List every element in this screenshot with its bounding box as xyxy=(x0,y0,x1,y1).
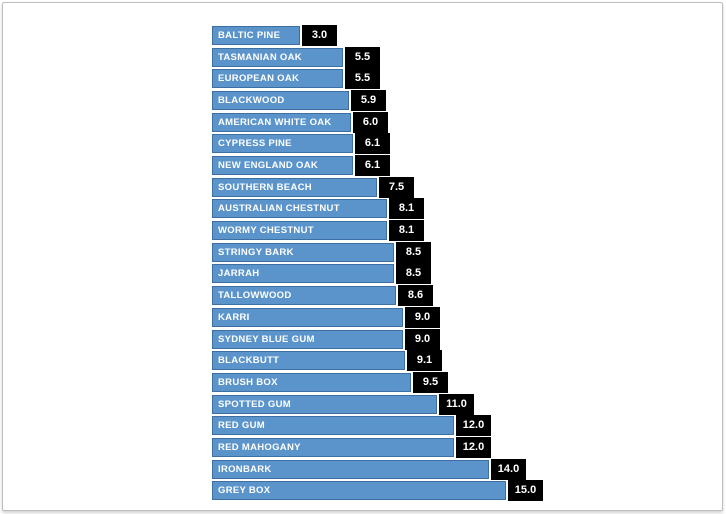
value-badge: 6.1 xyxy=(355,155,390,176)
bar-label: SOUTHERN BEACH xyxy=(218,181,312,193)
value-badge: 14.0 xyxy=(491,459,526,480)
bar-label: NEW ENGLAND OAK xyxy=(218,159,319,171)
bar: SOUTHERN BEACH xyxy=(212,178,377,197)
bar-label: JARRAH xyxy=(218,267,260,279)
bar: STRINGY BARK xyxy=(212,243,394,262)
bar-label: SYDNEY BLUE GUM xyxy=(218,333,315,345)
value-badge: 9.0 xyxy=(405,329,440,350)
bar: BLACKWOOD xyxy=(212,91,349,110)
bar: WORMY CHESTNUT xyxy=(212,221,387,240)
value-badge: 8.6 xyxy=(398,285,433,306)
bar-label: WORMY CHESTNUT xyxy=(218,224,314,236)
bar-label: AUSTRALIAN CHESTNUT xyxy=(218,202,340,214)
wood-hardness-bar-chart: BALTIC PINE 3.0 TASMANIAN OAK 5.5 EUROPEAN O… xyxy=(3,3,722,510)
value-badge: 5.9 xyxy=(351,90,386,111)
bar: KARRI xyxy=(212,308,403,327)
bar-label: BLACKBUTT xyxy=(218,354,280,366)
bar-label: TASMANIAN OAK xyxy=(218,51,302,63)
bar: CYPRESS PINE xyxy=(212,134,353,153)
bar: RED MAHOGANY xyxy=(212,438,454,457)
bar-label: BLACKWOOD xyxy=(218,94,285,106)
bar: BLACKBUTT xyxy=(212,351,405,370)
bar: TASMANIAN OAK xyxy=(212,48,343,67)
value-badge: 8.1 xyxy=(389,198,424,219)
bar: RED GUM xyxy=(212,416,454,435)
value-badge: 11.0 xyxy=(439,394,474,415)
bar: SYDNEY BLUE GUM xyxy=(212,330,403,349)
bar-label: TALLOWWOOD xyxy=(218,289,292,301)
value-badge: 8.5 xyxy=(396,263,431,284)
bar-label: RED GUM xyxy=(218,419,265,431)
bar-label: CYPRESS PINE xyxy=(218,137,292,149)
bar-label: BALTIC PINE xyxy=(218,29,281,41)
value-badge: 3.0 xyxy=(302,25,337,46)
bar: AUSTRALIAN CHESTNUT xyxy=(212,199,387,218)
value-badge: 6.1 xyxy=(355,133,390,154)
bar-label: IRONBARK xyxy=(218,463,272,475)
bar-label: GREY BOX xyxy=(218,484,271,496)
value-badge: 8.1 xyxy=(389,220,424,241)
value-badge: 8.5 xyxy=(396,242,431,263)
bar-label: RED MAHOGANY xyxy=(218,441,301,453)
value-badge: 15.0 xyxy=(508,480,543,501)
bar-label: SPOTTED GUM xyxy=(218,398,291,410)
value-badge: 9.0 xyxy=(405,307,440,328)
bar: GREY BOX xyxy=(212,481,506,500)
value-badge: 12.0 xyxy=(456,437,491,458)
bar: BALTIC PINE xyxy=(212,26,300,45)
bar: JARRAH xyxy=(212,264,394,283)
value-badge: 5.5 xyxy=(345,68,380,89)
bar: EUROPEAN OAK xyxy=(212,69,343,88)
bar: BRUSH BOX xyxy=(212,373,411,392)
bar-label: AMERICAN WHITE OAK xyxy=(218,116,332,128)
bar-label: KARRI xyxy=(218,311,250,323)
value-badge: 12.0 xyxy=(456,415,491,436)
bar: TALLOWWOOD xyxy=(212,286,396,305)
bar-label: BRUSH BOX xyxy=(218,376,278,388)
value-badge: 6.0 xyxy=(353,112,388,133)
bar: IRONBARK xyxy=(212,460,489,479)
bar: NEW ENGLAND OAK xyxy=(212,156,353,175)
value-badge: 5.5 xyxy=(345,47,380,68)
value-badge: 7.5 xyxy=(379,177,414,198)
value-badge: 9.5 xyxy=(413,372,448,393)
bar-label: STRINGY BARK xyxy=(218,246,294,258)
value-badge: 9.1 xyxy=(407,350,442,371)
bar: AMERICAN WHITE OAK xyxy=(212,113,351,132)
bar: SPOTTED GUM xyxy=(212,395,437,414)
bar-label: EUROPEAN OAK xyxy=(218,72,300,84)
